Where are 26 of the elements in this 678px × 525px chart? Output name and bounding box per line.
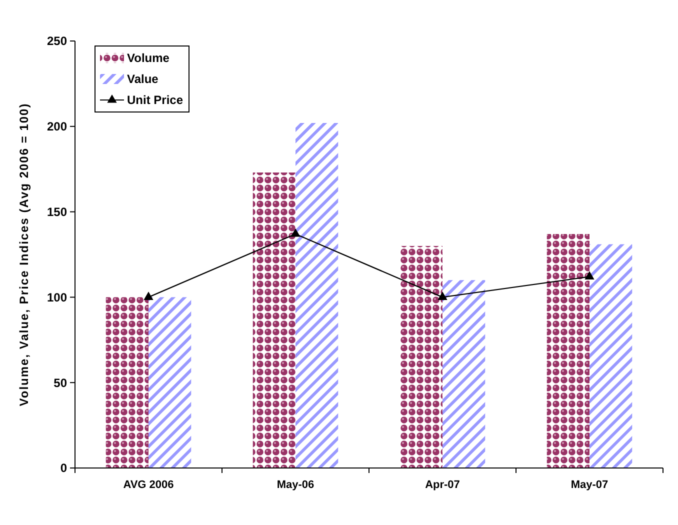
point <box>438 292 448 300</box>
y-axis-title: Volume, Value, Price Indices (Avg 2006 = 100) <box>17 102 31 406</box>
y-tick-label: 150 <box>46 205 68 219</box>
point <box>290 228 300 237</box>
y-tick-label: 250 <box>46 34 68 48</box>
legend-label: Unit Price <box>127 93 184 108</box>
x-tick-label: May-06 <box>276 479 314 491</box>
bar <box>590 244 632 468</box>
x-tick-label: Apr-07 <box>425 479 460 491</box>
bar <box>400 246 442 468</box>
bar <box>546 234 590 468</box>
legend-label: Volume <box>127 51 170 66</box>
legend-label: Value <box>127 72 159 86</box>
y-tick-label: 100 <box>46 290 68 304</box>
point <box>584 271 594 280</box>
y-tick-label: 200 <box>46 120 68 134</box>
y-tick-label: 50 <box>54 376 68 390</box>
y-tick-label: 0 <box>60 461 68 476</box>
bar <box>106 297 148 468</box>
x-tick-label: May-07 <box>570 479 608 491</box>
bar <box>148 297 192 468</box>
bar <box>442 280 486 468</box>
point <box>144 292 154 300</box>
x-tick-label: AVG 2006 <box>123 479 174 491</box>
bar <box>296 122 338 468</box>
bar <box>252 172 296 468</box>
